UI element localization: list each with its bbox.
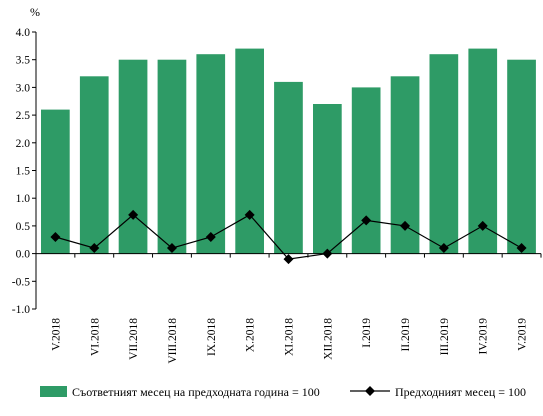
bar — [41, 109, 70, 254]
x-tick-label: X.2018 — [245, 318, 257, 352]
bar — [313, 104, 342, 254]
y-tick-label: -0.5 — [12, 276, 30, 288]
legend-bar-label: Съответният месец на предходната година … — [72, 385, 320, 399]
line-point — [50, 231, 61, 242]
x-tick-label: VII.2018 — [128, 318, 140, 360]
x-tick-label: XI.2018 — [284, 318, 296, 356]
bar — [351, 87, 381, 254]
bar — [274, 81, 303, 254]
y-tick-label: 4.0 — [16, 27, 31, 39]
x-tick-label: II.2019 — [400, 318, 412, 352]
bar — [79, 76, 109, 254]
plot-area: 4.0 3.5 3.0 2.5 2.0 1.5 1.0 0.5 0.0 -0.5 -1.0 V.201… — [12, 27, 542, 364]
y-tick-label: 1.5 — [16, 166, 31, 178]
x-tick-label: V.2019 — [517, 318, 529, 351]
line-point — [166, 243, 177, 254]
line-point — [322, 248, 333, 259]
y-tick-label: 2.5 — [16, 110, 31, 122]
bar — [235, 48, 264, 254]
bar — [429, 54, 459, 254]
legend: Съответният месец на предходната година … — [40, 385, 526, 399]
legend-diamond-marker — [365, 386, 375, 396]
line-point — [128, 209, 139, 220]
line-point — [205, 231, 216, 242]
x-tick-label: IX.2018 — [206, 318, 218, 356]
legend-bar-swatch — [40, 386, 67, 397]
x-tick-label: V.2018 — [50, 318, 62, 351]
line-point — [438, 243, 449, 254]
bar — [157, 59, 187, 254]
x-tick-label: VI.2018 — [89, 318, 101, 356]
x-tick-label: IV.2019 — [478, 318, 490, 355]
y-tick-label: 2.0 — [16, 138, 31, 150]
bar — [468, 48, 498, 254]
line-point — [361, 215, 372, 226]
legend-line-label: Предходният месец = 100 — [395, 385, 526, 399]
bar — [507, 59, 536, 254]
bar — [118, 59, 148, 254]
line-point — [477, 220, 488, 231]
x-tick-label: III.2019 — [439, 318, 451, 356]
y-unit-label: % — [30, 5, 40, 19]
x-tick-label: VIII.2018 — [167, 318, 179, 364]
line-point — [400, 220, 411, 231]
y-tick-label: 0.5 — [16, 221, 31, 233]
x-tick-label: I.2019 — [361, 318, 373, 348]
y-tick-label: 3.0 — [16, 82, 31, 94]
y-tick-label: 3.5 — [16, 55, 31, 67]
line-point — [244, 209, 255, 220]
x-tick-label: XII.2018 — [322, 318, 334, 360]
bar — [196, 54, 226, 254]
y-tick-label: 0.0 — [16, 249, 31, 261]
line-point — [89, 243, 100, 254]
y-tick-label: -1.0 — [12, 304, 30, 316]
y-tick-label: 1.0 — [16, 193, 31, 205]
line-point — [283, 254, 294, 265]
line-point — [516, 243, 527, 254]
